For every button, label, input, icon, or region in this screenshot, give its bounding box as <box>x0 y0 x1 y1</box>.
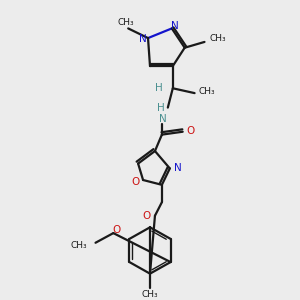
Text: H: H <box>157 103 165 112</box>
Text: N: N <box>139 34 147 44</box>
Text: CH₃: CH₃ <box>142 290 158 299</box>
Text: CH₃: CH₃ <box>71 241 88 250</box>
Text: N: N <box>174 164 182 173</box>
Text: O: O <box>142 211 150 221</box>
Text: O: O <box>131 177 139 187</box>
Text: O: O <box>112 225 120 235</box>
Text: CH₃: CH₃ <box>209 34 226 43</box>
Text: O: O <box>187 126 195 136</box>
Text: CH₃: CH₃ <box>199 87 215 96</box>
Text: H: H <box>155 83 163 93</box>
Text: N: N <box>171 20 178 31</box>
Text: N: N <box>159 114 167 124</box>
Text: CH₃: CH₃ <box>118 18 134 27</box>
